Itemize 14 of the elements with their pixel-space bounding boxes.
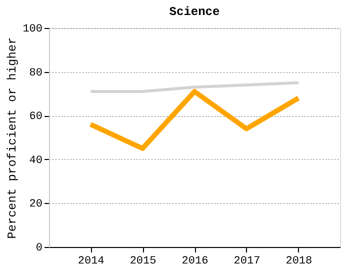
y-tick-label: 100 <box>22 24 42 36</box>
y-tick-label: 0 <box>36 242 42 254</box>
line-series <box>89 81 300 94</box>
y-tick-label: 80 <box>29 67 42 80</box>
y-axis-title: Percent proficient or higher <box>6 37 20 239</box>
x-tick-label: 2015 <box>130 256 156 268</box>
x-tick-label: 2017 <box>234 256 260 268</box>
y-tick-label: 60 <box>29 111 42 124</box>
x-tick-label: 2016 <box>182 256 208 268</box>
chart-title: Science <box>169 5 220 19</box>
y-tick-label: 20 <box>29 198 42 211</box>
x-tick-label: 2014 <box>78 256 105 268</box>
x-tick-label: 2018 <box>286 256 312 268</box>
y-tick-label: 40 <box>29 154 42 167</box>
